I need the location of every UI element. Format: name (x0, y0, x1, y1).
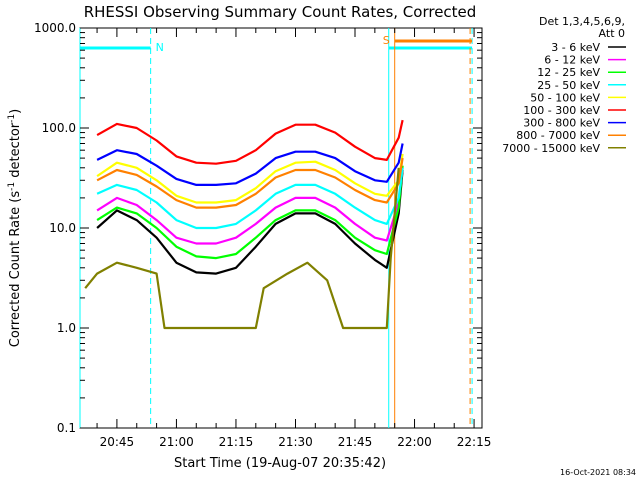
series-line (96, 119, 404, 165)
legend-label: 6 - 12 keV (544, 54, 600, 67)
x-tick-label: 21:00 (159, 435, 194, 449)
series-line (84, 167, 400, 330)
legend-label: 300 - 800 keV (523, 117, 600, 130)
x-axis: 20:45 21:00 21:15 21:30 21:45 22:00 22:15 (96, 28, 492, 449)
y-axis: 0.1 1.0 10.0 100.0 1000.0 (34, 21, 482, 435)
legend-label: 50 - 100 keV (530, 91, 600, 104)
footer-timestamp: 16-Oct-2021 08:34 (560, 468, 636, 477)
legend-label: 12 - 25 keV (537, 66, 600, 79)
series-line (96, 153, 404, 204)
series-line (96, 143, 404, 186)
x-tick-label: 21:30 (278, 435, 313, 449)
y-tick-label: 0.1 (57, 421, 76, 435)
legend-label: 800 - 7000 keV (516, 129, 600, 142)
legend-label: 7000 - 15000 keV (502, 142, 600, 155)
x-tick-label: 22:00 (397, 435, 432, 449)
y-tick-label: 100.0 (42, 121, 76, 135)
x-axis-label: Start Time (19-Aug-07 20:35:42) (174, 456, 386, 471)
y-axis-label: Corrected Count Rate (s-1 detector-1) (7, 109, 23, 347)
x-tick-label: 20:45 (100, 435, 135, 449)
y-tick-label: 1.0 (57, 321, 76, 335)
series-line (96, 167, 404, 245)
series-line (96, 157, 404, 209)
x-tick-label: 22:15 (457, 435, 492, 449)
series-line (96, 165, 404, 260)
series-line (96, 169, 404, 275)
legend-label: 100 - 300 keV (523, 104, 600, 117)
legend-header-2: Att 0 (599, 27, 625, 40)
x-tick-label: 21:15 (219, 435, 254, 449)
plot-frame (79, 27, 483, 429)
series-line (96, 167, 404, 230)
flag-label-saa: S (383, 34, 390, 47)
legend-header-1: Det 1,3,4,5,6,9, (539, 15, 625, 28)
flag-label-night: N (156, 41, 164, 54)
legend-label: 25 - 50 keV (537, 79, 600, 92)
chart-title: RHESSI Observing Summary Count Rates, Co… (84, 3, 477, 21)
series-layer (84, 119, 404, 330)
legend-label: 3 - 6 keV (551, 41, 600, 54)
flag-layer: NS (79, 28, 473, 428)
y-tick-label: 10.0 (49, 221, 76, 235)
x-tick-label: 21:45 (338, 435, 373, 449)
y-tick-label: 1000.0 (34, 21, 76, 35)
